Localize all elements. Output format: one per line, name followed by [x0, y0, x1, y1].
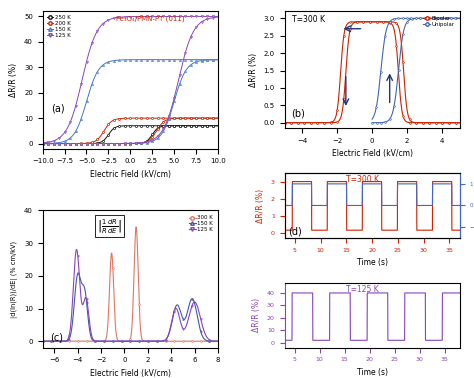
- Text: (d): (d): [288, 227, 302, 237]
- Text: T=300 K: T=300 K: [292, 15, 325, 24]
- Text: T=300 K: T=300 K: [346, 175, 379, 184]
- X-axis label: Electric Field (kV/cm): Electric Field (kV/cm): [332, 149, 413, 158]
- Text: T=125 K: T=125 K: [346, 285, 379, 294]
- Y-axis label: ΔR/R (%): ΔR/R (%): [256, 188, 265, 223]
- Y-axis label: ΔR/R (%): ΔR/R (%): [252, 298, 261, 332]
- Legend: 300 K, 150 K, 125 K: 300 K, 150 K, 125 K: [187, 213, 215, 234]
- Y-axis label: ΔR/R (%): ΔR/R (%): [9, 63, 18, 97]
- Text: Fe₃O₄/PMN-PT (011): Fe₃O₄/PMN-PT (011): [116, 15, 185, 22]
- Y-axis label: |d(ln(R))/dE| (% cm/kV): |d(ln(R))/dE| (% cm/kV): [11, 240, 18, 318]
- Legend: 250 K, 200 K, 150 K, 125 K: 250 K, 200 K, 150 K, 125 K: [46, 14, 72, 39]
- X-axis label: Electric Field (kV/cm): Electric Field (kV/cm): [90, 369, 171, 378]
- Text: (a): (a): [51, 104, 65, 113]
- X-axis label: Time (s): Time (s): [356, 258, 388, 267]
- Text: $\left|\frac{1}{R}\frac{dR}{dE}\right|$: $\left|\frac{1}{R}\frac{dR}{dE}\right|$: [97, 217, 122, 235]
- X-axis label: Time (s): Time (s): [356, 368, 388, 377]
- Text: (b): (b): [292, 108, 305, 118]
- Y-axis label: ΔR/R (%): ΔR/R (%): [249, 53, 258, 87]
- Legend: Bipolar, Unipolar: Bipolar, Unipolar: [421, 14, 457, 29]
- Text: (c): (c): [50, 333, 63, 343]
- X-axis label: Electric Field (kV/cm): Electric Field (kV/cm): [90, 170, 171, 179]
